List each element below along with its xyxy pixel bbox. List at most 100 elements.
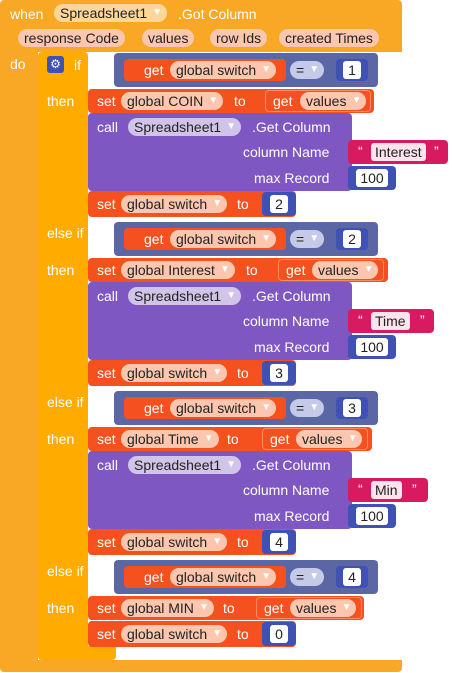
param-values[interactable]: values [142, 29, 195, 47]
chevron-down-icon: ▼ [363, 264, 374, 275]
component-dropdown[interactable]: Spreadsheet1 ▼ [128, 287, 242, 305]
event-component-dropdown[interactable]: Spreadsheet1 ▼ [54, 4, 168, 22]
variable-dropdown[interactable]: global switch ▼ [121, 364, 228, 382]
chevron-down-icon: ▼ [208, 95, 219, 106]
variable-dropdown[interactable]: global Interest ▼ [121, 261, 235, 279]
call-label: call [97, 119, 119, 135]
variable-dropdown[interactable]: global switch ▼ [121, 625, 228, 643]
variable-dropdown[interactable]: global Time ▼ [121, 430, 219, 448]
column-text-value[interactable]: Min [371, 481, 402, 499]
max-record-value[interactable]: 100 [356, 507, 388, 525]
method-name: .Get Column [252, 457, 331, 473]
chevron-down-icon: ▼ [261, 233, 272, 244]
else-if-label: else if [47, 563, 84, 579]
to-label: to [246, 262, 258, 278]
event-spine [0, 52, 38, 664]
chevron-down-icon: ▼ [309, 571, 320, 582]
max-record-label: max Record [254, 170, 330, 186]
column-text-value[interactable]: Time [371, 312, 410, 330]
chevron-down-icon: ▼ [261, 571, 272, 582]
then-label: then [47, 262, 75, 278]
else-if-label: else if [47, 225, 84, 241]
variable-dropdown[interactable]: global COIN ▼ [121, 92, 224, 110]
get-label: get [270, 431, 290, 447]
chevron-down-icon: ▼ [347, 433, 358, 444]
max-record-value[interactable]: 100 [356, 169, 388, 187]
gear-icon[interactable]: ⚙ [47, 56, 64, 73]
values-dropdown[interactable]: values ▼ [290, 599, 357, 617]
if-block[interactable] [38, 52, 88, 660]
set-label: set [97, 626, 116, 642]
variable-dropdown[interactable]: global switch ▼ [121, 195, 228, 213]
param-response-code[interactable]: response Code [18, 29, 125, 47]
call-label: call [97, 457, 119, 473]
chevron-down-icon: ▼ [212, 628, 223, 639]
global-switch-dropdown[interactable]: global switch ▼ [170, 61, 277, 79]
values-dropdown[interactable]: values ▼ [300, 92, 367, 110]
chevron-down-icon: ▼ [309, 233, 320, 244]
variable-dropdown[interactable]: global switch ▼ [121, 533, 228, 551]
chevron-down-icon: ▼ [226, 290, 237, 301]
when-label: when [10, 6, 44, 22]
compare-value[interactable]: 4 [343, 568, 361, 586]
set-label: set [97, 262, 116, 278]
switch-value[interactable]: 4 [270, 533, 288, 551]
global-switch-dropdown[interactable]: global switch ▼ [170, 568, 277, 586]
eq-operator-dropdown[interactable]: = ▼ [290, 568, 325, 586]
max-record-value[interactable]: 100 [356, 338, 388, 356]
chevron-down-icon: ▼ [212, 536, 223, 547]
switch-value[interactable]: 0 [270, 625, 288, 643]
event-bottom [0, 660, 402, 672]
values-dropdown[interactable]: values ▼ [296, 430, 363, 448]
global-switch-dropdown[interactable]: global switch ▼ [170, 230, 277, 248]
chevron-down-icon: ▼ [261, 402, 272, 413]
call-label: call [97, 288, 119, 304]
compare-value[interactable]: 3 [343, 399, 361, 417]
column-name-label: column Name [243, 144, 330, 160]
eq-operator-dropdown[interactable]: = ▼ [290, 230, 325, 248]
component-dropdown[interactable]: Spreadsheet1 ▼ [128, 456, 242, 474]
set-label: set [97, 431, 116, 447]
max-record-label: max Record [254, 339, 330, 355]
switch-value[interactable]: 3 [270, 364, 288, 382]
get-label: get [144, 400, 164, 416]
get-label: get [144, 569, 164, 585]
quote-close: ” [412, 481, 417, 497]
set-label: set [97, 93, 116, 109]
to-label: to [227, 431, 239, 447]
get-label: get [264, 600, 284, 616]
column-text-value[interactable]: Interest [371, 143, 426, 161]
get-label: get [144, 62, 164, 78]
set-label: set [97, 365, 116, 381]
eq-operator-dropdown[interactable]: = ▼ [290, 61, 325, 79]
compare-value[interactable]: 2 [343, 230, 361, 248]
chevron-down-icon: ▼ [199, 602, 209, 613]
chevron-down-icon: ▼ [226, 121, 237, 132]
chevron-down-icon: ▼ [309, 402, 320, 413]
param-row-ids[interactable]: row Ids [210, 29, 268, 47]
to-label: to [223, 600, 235, 616]
variable-dropdown[interactable]: global MIN ▼ [121, 599, 214, 617]
global-switch-dropdown[interactable]: global switch ▼ [170, 399, 277, 417]
quote-close: ” [420, 312, 425, 328]
do-label: do [10, 56, 26, 72]
to-label: to [237, 365, 249, 381]
quote-open: “ [358, 481, 363, 497]
values-dropdown[interactable]: values ▼ [312, 261, 379, 279]
set-label: set [97, 196, 116, 212]
else-if-label: else if [47, 394, 84, 410]
chevron-down-icon: ▼ [220, 264, 230, 275]
compare-value[interactable]: 1 [343, 61, 361, 79]
method-name: .Get Column [252, 119, 331, 135]
get-label: get [286, 262, 306, 278]
switch-value[interactable]: 2 [270, 195, 288, 213]
then-label: then [47, 600, 75, 616]
event-name: .Got Column [178, 6, 257, 22]
then-label: then [47, 431, 75, 447]
component-dropdown[interactable]: Spreadsheet1 ▼ [128, 118, 242, 136]
chevron-down-icon: ▼ [226, 459, 237, 470]
eq-operator-dropdown[interactable]: = ▼ [290, 399, 325, 417]
param-created-times[interactable]: created Times [279, 29, 379, 47]
set-label: set [97, 600, 116, 616]
chevron-down-icon: ▼ [351, 95, 362, 106]
